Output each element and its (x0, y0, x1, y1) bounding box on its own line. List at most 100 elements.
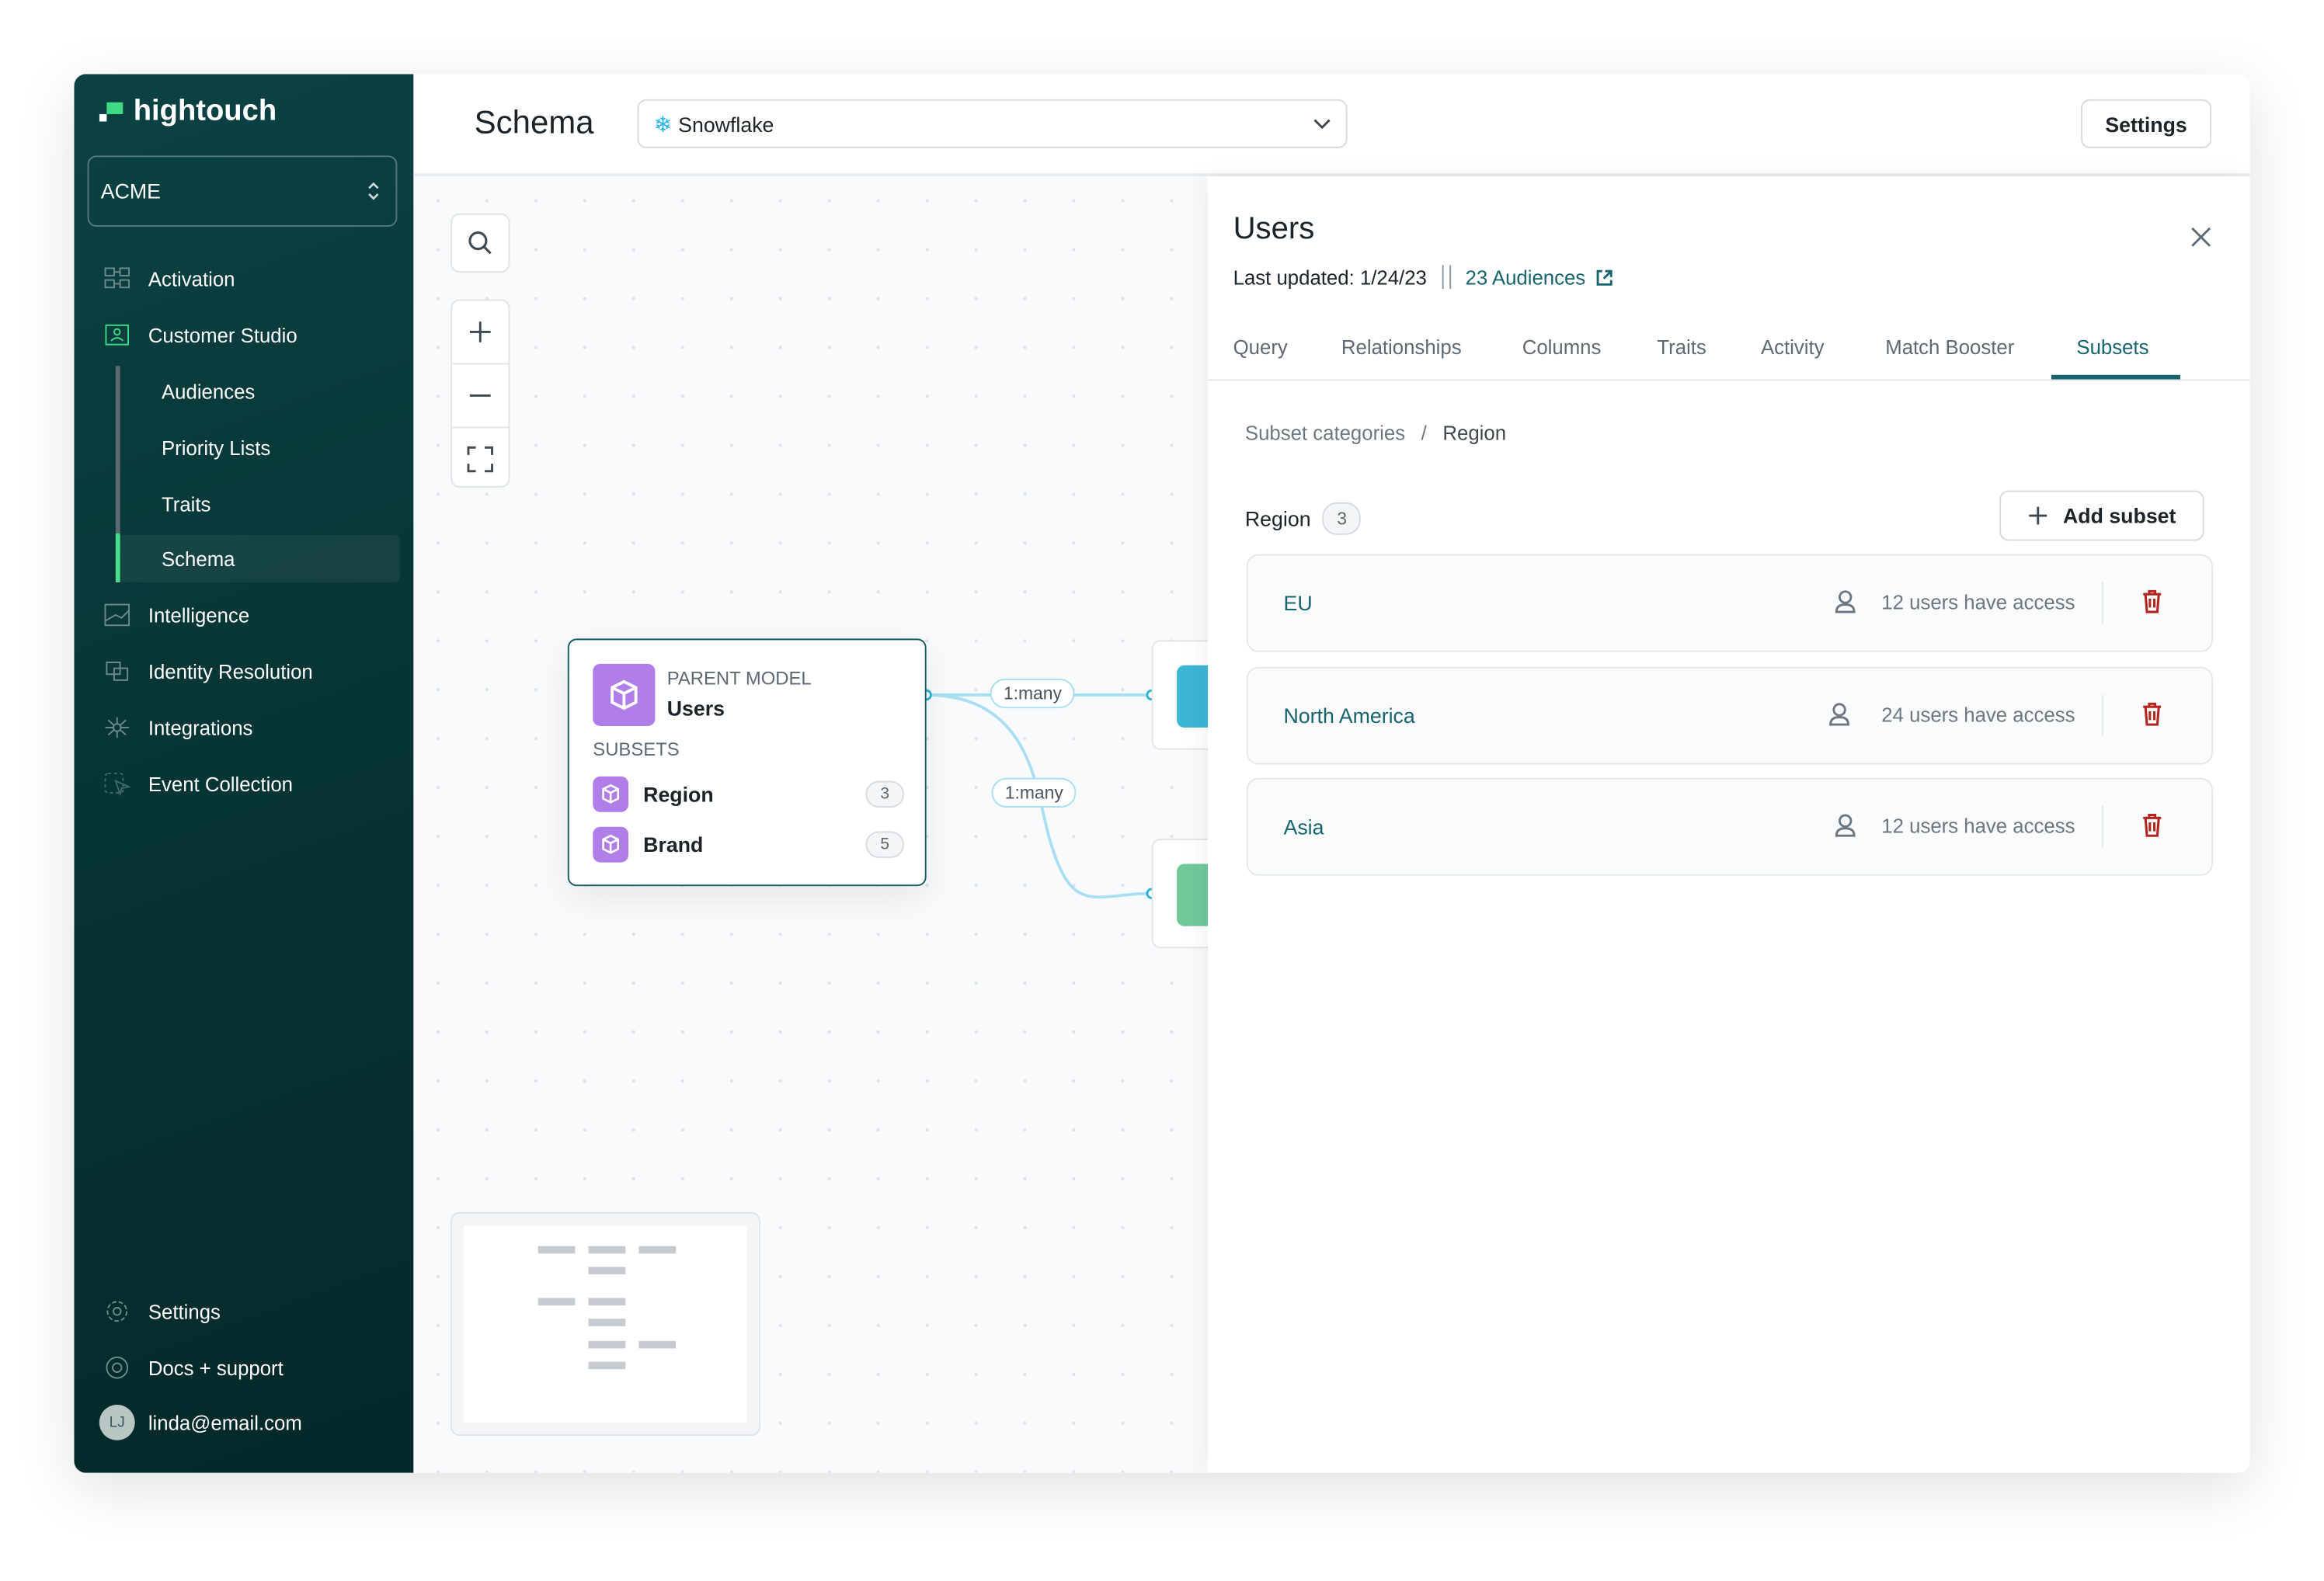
category-name: Region (1244, 506, 1311, 531)
app-window: hightouch ACME Activation Customer Studi… (74, 74, 2250, 1473)
workspace-selector[interactable]: ACME (87, 155, 398, 227)
last-updated: Last updated: 1/24/23 (1233, 266, 1427, 289)
external-link-icon (1596, 269, 1613, 285)
submenu-line (115, 366, 120, 582)
search-icon (468, 231, 492, 255)
minimap[interactable] (451, 1211, 760, 1437)
breadcrumb-current: Region (1442, 422, 1507, 445)
subset-name: Region (643, 782, 714, 807)
related-model-node[interactable] (1151, 640, 1209, 750)
source-name: Snowflake (678, 112, 774, 136)
tab-traits[interactable]: Traits (1657, 336, 1706, 359)
fullscreen-icon (467, 445, 493, 472)
sidebar-item-label: Customer Studio (148, 323, 297, 346)
tab-columns[interactable]: Columns (1522, 336, 1602, 359)
related-model-node[interactable] (1151, 839, 1209, 949)
snowflake-icon: ❄ (653, 112, 673, 137)
brand-name: hightouch (133, 95, 277, 128)
access-count: 12 users have access (1881, 591, 2075, 613)
source-dropdown[interactable]: ❄ Snowflake (637, 99, 1348, 148)
sidebar-item-event-collection[interactable]: Event Collection (74, 760, 413, 808)
edge-label[interactable]: 1:many (990, 678, 1076, 709)
tab-subsets[interactable]: Subsets (2076, 336, 2149, 359)
subset-name: EU (1283, 591, 1313, 615)
breadcrumb-parent[interactable]: Subset categories (1244, 422, 1406, 445)
sidebar-item-audiences[interactable]: Audiences (74, 367, 413, 415)
breadcrumb: Subset categories / Region (1245, 422, 1506, 445)
tab-activity[interactable]: Activity (1760, 336, 1825, 359)
subsets-heading: SUBSETS (593, 739, 680, 760)
subset-item[interactable]: Brand 5 (593, 826, 905, 863)
sidebar-item-schema[interactable]: Schema (115, 534, 401, 582)
trash-icon[interactable] (2141, 589, 2162, 613)
sidebar-settings[interactable]: Settings (74, 1287, 413, 1335)
settings-button[interactable]: Settings (2081, 99, 2212, 148)
tab-query[interactable]: Query (1233, 336, 1288, 359)
category-heading: Region 3 (1245, 502, 1362, 535)
zoom-out-button[interactable] (452, 364, 509, 429)
user-icon (1829, 703, 1849, 726)
add-subset-label: Add subset (2062, 503, 2176, 528)
subset-name: North America (1283, 704, 1415, 728)
sidebar-item-label: Schema (161, 547, 235, 570)
sidebar-item-activation[interactable]: Activation (74, 255, 413, 302)
sidebar-item-label: Intelligence (148, 603, 250, 627)
edge-label[interactable]: 1:many (991, 777, 1077, 808)
zoom-in-button[interactable] (452, 301, 509, 365)
sidebar-docs-support[interactable]: Docs + support (74, 1344, 413, 1392)
subset-row[interactable]: EU 12 users have access (1246, 554, 2213, 652)
plus-icon (469, 321, 491, 342)
subset-item[interactable]: Region 3 (593, 776, 905, 812)
workspace-name: ACME (100, 179, 161, 203)
add-subset-button[interactable]: Add subset (1999, 490, 2204, 541)
cube-icon (593, 826, 629, 863)
audiences-link[interactable]: 23 Audiences (1465, 266, 1613, 288)
sidebar-item-integrations[interactable]: Integrations (74, 704, 413, 751)
sidebar-item-label: Settings (148, 1300, 221, 1323)
minimap-nodes (538, 1246, 677, 1370)
zoom-controls (451, 299, 510, 488)
access-count: 24 users have access (1881, 704, 2075, 727)
user-icon (1835, 590, 1856, 613)
integrations-icon (105, 717, 130, 738)
access-count: 12 users have access (1881, 815, 2075, 838)
intelligence-icon (104, 603, 130, 627)
fit-view-button[interactable] (452, 428, 509, 488)
avatar: LJ (99, 1404, 135, 1440)
gear-icon (106, 1301, 128, 1322)
sidebar-item-label: Activation (148, 267, 235, 290)
user-email: linda@email.com (148, 1411, 302, 1434)
trash-icon[interactable] (2141, 813, 2162, 838)
tab-match-booster[interactable]: Match Booster (1885, 336, 2015, 359)
sidebar-item-traits[interactable]: Traits (74, 480, 413, 527)
sidebar-item-label: Audiences (161, 380, 256, 403)
top-header: Schema ❄ Snowflake Settings (413, 74, 2250, 177)
plus-icon (2029, 506, 2047, 525)
sidebar: hightouch ACME Activation Customer Studi… (74, 74, 414, 1473)
user-icon (1835, 814, 1856, 837)
model-detail-panel: Users Last updated: 1/24/23 23 Audiences… (1208, 176, 2250, 1473)
parent-model-node[interactable]: PARENT MODEL Users SUBSETS Region 3 Bran… (567, 638, 927, 887)
sidebar-user[interactable]: LJ linda@email.com (74, 1399, 413, 1446)
category-count: 3 (1322, 502, 1362, 535)
panel-title: Users (1233, 211, 1315, 246)
schema-canvas[interactable]: 1:many 1:many PARENT MODEL Users SUBSETS… (413, 176, 1209, 1473)
tab-relationships[interactable]: Relationships (1341, 336, 1462, 359)
active-indicator (115, 533, 120, 582)
logo[interactable]: hightouch (99, 95, 277, 129)
sidebar-item-intelligence[interactable]: Intelligence (74, 591, 413, 638)
clock-icon (1177, 665, 1209, 728)
subset-row[interactable]: North America 24 users have access (1246, 666, 2213, 765)
trash-icon[interactable] (2141, 702, 2162, 726)
minus-icon (469, 394, 491, 397)
search-button[interactable] (451, 213, 510, 273)
panel-meta: Last updated: 1/24/23 23 Audiences (1233, 265, 1614, 290)
sidebar-item-identity-resolution[interactable]: Identity Resolution (74, 648, 413, 695)
chevron-up-down-icon (368, 182, 379, 200)
chevron-down-icon (1313, 118, 1331, 129)
identity-resolution-icon (106, 662, 129, 681)
sidebar-item-priority-lists[interactable]: Priority Lists (74, 424, 413, 471)
sidebar-item-customer-studio[interactable]: Customer Studio (74, 311, 413, 359)
close-icon[interactable] (2190, 227, 2211, 248)
subset-row[interactable]: Asia 12 users have access (1246, 777, 2213, 876)
